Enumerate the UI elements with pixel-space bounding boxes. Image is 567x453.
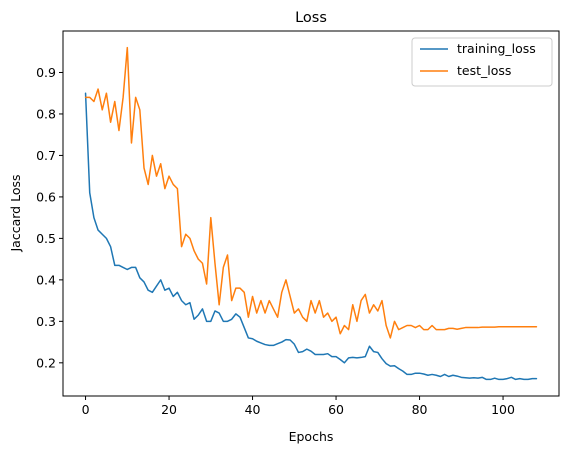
series-line-test-loss: [84, 46, 538, 339]
series-line-training-loss: [84, 92, 538, 381]
x-axis: 0 20 40 60 80 100: [82, 396, 515, 417]
y-axis: 0.2 0.3 0.4 0.5 0.6 0.7 0.8 0.9: [36, 65, 63, 370]
legend-label-training-loss: training_loss: [457, 41, 536, 56]
x-tick-label: 60: [328, 402, 344, 417]
y-tick-label: 0.5: [36, 231, 56, 246]
x-tick-label: 40: [245, 402, 261, 417]
y-tick-label: 0.2: [36, 355, 56, 370]
y-tick-label: 0.7: [36, 148, 56, 163]
legend: training_loss test_loss: [411, 37, 553, 87]
x-tick-label: 0: [82, 402, 90, 417]
axes-frame: [62, 30, 560, 397]
y-axis-label: Jaccard Loss: [8, 175, 23, 253]
x-tick-label: 100: [491, 402, 515, 417]
x-tick-label: 20: [161, 402, 177, 417]
legend-box: [411, 37, 553, 87]
plot-area: [84, 46, 538, 381]
chart-title: Loss: [295, 10, 327, 26]
x-tick-label: 80: [412, 402, 428, 417]
y-tick-label: 0.9: [36, 65, 56, 80]
legend-label-test-loss: test_loss: [457, 63, 511, 78]
x-axis-label: Epochs: [289, 429, 334, 444]
y-tick-label: 0.6: [36, 189, 56, 204]
y-tick-label: 0.3: [36, 314, 56, 329]
y-tick-label: 0.8: [36, 106, 56, 121]
y-tick-label: 0.4: [36, 272, 56, 287]
